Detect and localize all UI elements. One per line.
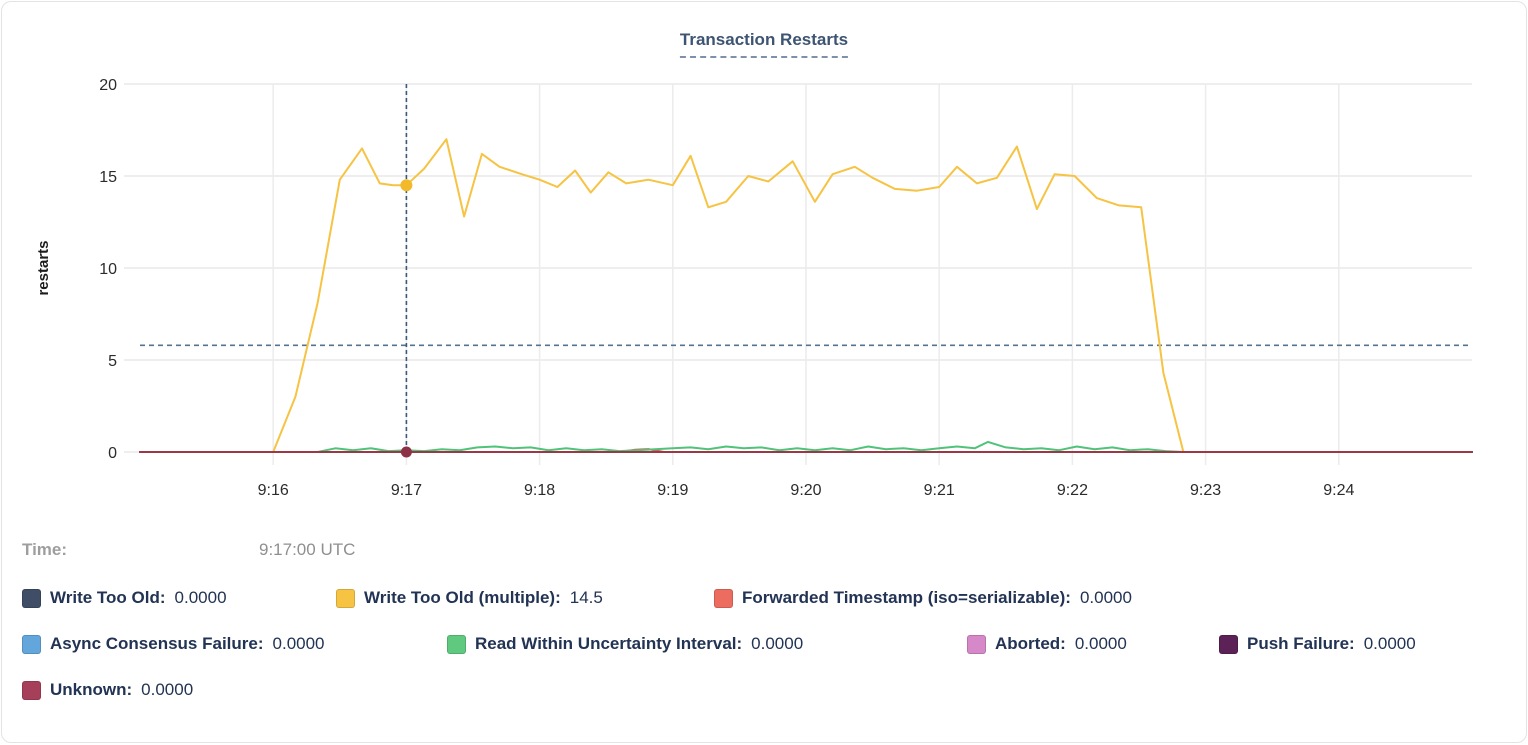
y-tick-label: 0 bbox=[108, 445, 117, 462]
legend-value: 14.5 bbox=[569, 588, 603, 607]
legend-label: Read Within Uncertainty Interval: bbox=[475, 634, 743, 653]
hover-time-row: Time: 9:17:00 UTC bbox=[2, 540, 1526, 564]
legend-item-forwarded-timestamp: Forwarded Timestamp (iso=serializable): 0… bbox=[714, 586, 1132, 610]
legend-item-write-too-old-multiple: Write Too Old (multiple): 14.5 bbox=[336, 586, 603, 610]
legend-swatch-aborted bbox=[967, 634, 986, 654]
x-tick-label: 9:19 bbox=[657, 482, 688, 499]
x-tick-label: 9:20 bbox=[790, 482, 821, 499]
legend-value: 0.0000 bbox=[1079, 588, 1132, 607]
legend-value: 0.0000 bbox=[1074, 634, 1127, 653]
y-tick-label: 15 bbox=[99, 169, 117, 186]
x-tick-label: 9:21 bbox=[924, 482, 955, 499]
series-line-read-within-uncertainty-interval bbox=[316, 440, 1185, 453]
legend-value: 0.0000 bbox=[751, 634, 804, 653]
y-axis-title: restarts bbox=[35, 240, 52, 295]
x-tick-label: 9:17 bbox=[391, 482, 422, 499]
legend-value: 0.0000 bbox=[1363, 634, 1416, 653]
transaction-restarts-line-chart[interactable]: 0 5 10 15 20 9:16 9:17 9:18 9:19 9:20 9:21 9:22 9:23… bbox=[2, 2, 1527, 512]
legend-value: 0.0000 bbox=[272, 634, 325, 653]
x-tick-label: 9:24 bbox=[1323, 482, 1354, 499]
hover-time-label: Time: bbox=[22, 540, 68, 559]
legend-swatch-read-within-uncertainty-interval bbox=[447, 634, 466, 654]
x-tick-label: 9:18 bbox=[524, 482, 555, 499]
legend-swatch-push-failure bbox=[1219, 634, 1238, 654]
x-tick-label: 9:22 bbox=[1057, 482, 1088, 499]
legend-item-read-within-uncertainty-interval: Read Within Uncertainty Interval: 0.0000 bbox=[447, 632, 803, 656]
series-line-write-too-old-multiple bbox=[272, 138, 1185, 453]
legend-value: 0.0000 bbox=[141, 680, 194, 699]
y-tick-label: 5 bbox=[108, 353, 117, 370]
legend-item-unknown: Unknown: 0.0000 bbox=[22, 678, 193, 702]
legend-label: Aborted: bbox=[995, 634, 1066, 653]
x-tick-label: 9:16 bbox=[258, 482, 289, 499]
legend-label: Unknown: bbox=[50, 680, 133, 699]
y-tick-label: 20 bbox=[99, 77, 117, 94]
legend-item-async-consensus-failure: Async Consensus Failure: 0.0000 bbox=[22, 632, 325, 656]
chart-legend: Write Too Old: 0.0000 Write Too Old (multi… bbox=[2, 586, 1526, 726]
legend-label: Forwarded Timestamp (iso=serializable): bbox=[742, 588, 1071, 607]
hover-time-value: 9:17:00 UTC bbox=[259, 540, 356, 559]
y-tick-label: 10 bbox=[99, 261, 117, 278]
legend-label: Write Too Old: bbox=[50, 588, 166, 607]
legend-value: 0.0000 bbox=[174, 588, 227, 607]
legend-swatch-write-too-old-multiple bbox=[336, 588, 355, 608]
legend-label: Async Consensus Failure: bbox=[50, 634, 264, 653]
hover-point bbox=[400, 446, 412, 458]
chart-title[interactable]: Transaction Restarts bbox=[679, 30, 849, 58]
legend-swatch-write-too-old bbox=[22, 588, 41, 608]
legend-label: Write Too Old (multiple): bbox=[364, 588, 561, 607]
legend-swatch-forwarded-timestamp bbox=[714, 588, 733, 608]
legend-swatch-async-consensus-failure bbox=[22, 634, 41, 654]
legend-item-write-too-old: Write Too Old: 0.0000 bbox=[22, 586, 227, 610]
x-tick-label: 9:23 bbox=[1190, 482, 1221, 499]
legend-swatch-unknown bbox=[22, 680, 41, 700]
hover-point bbox=[400, 179, 413, 192]
legend-item-push-failure: Push Failure: 0.0000 bbox=[1219, 632, 1416, 656]
legend-label: Push Failure: bbox=[1247, 634, 1355, 653]
legend-item-aborted: Aborted: 0.0000 bbox=[967, 632, 1127, 656]
